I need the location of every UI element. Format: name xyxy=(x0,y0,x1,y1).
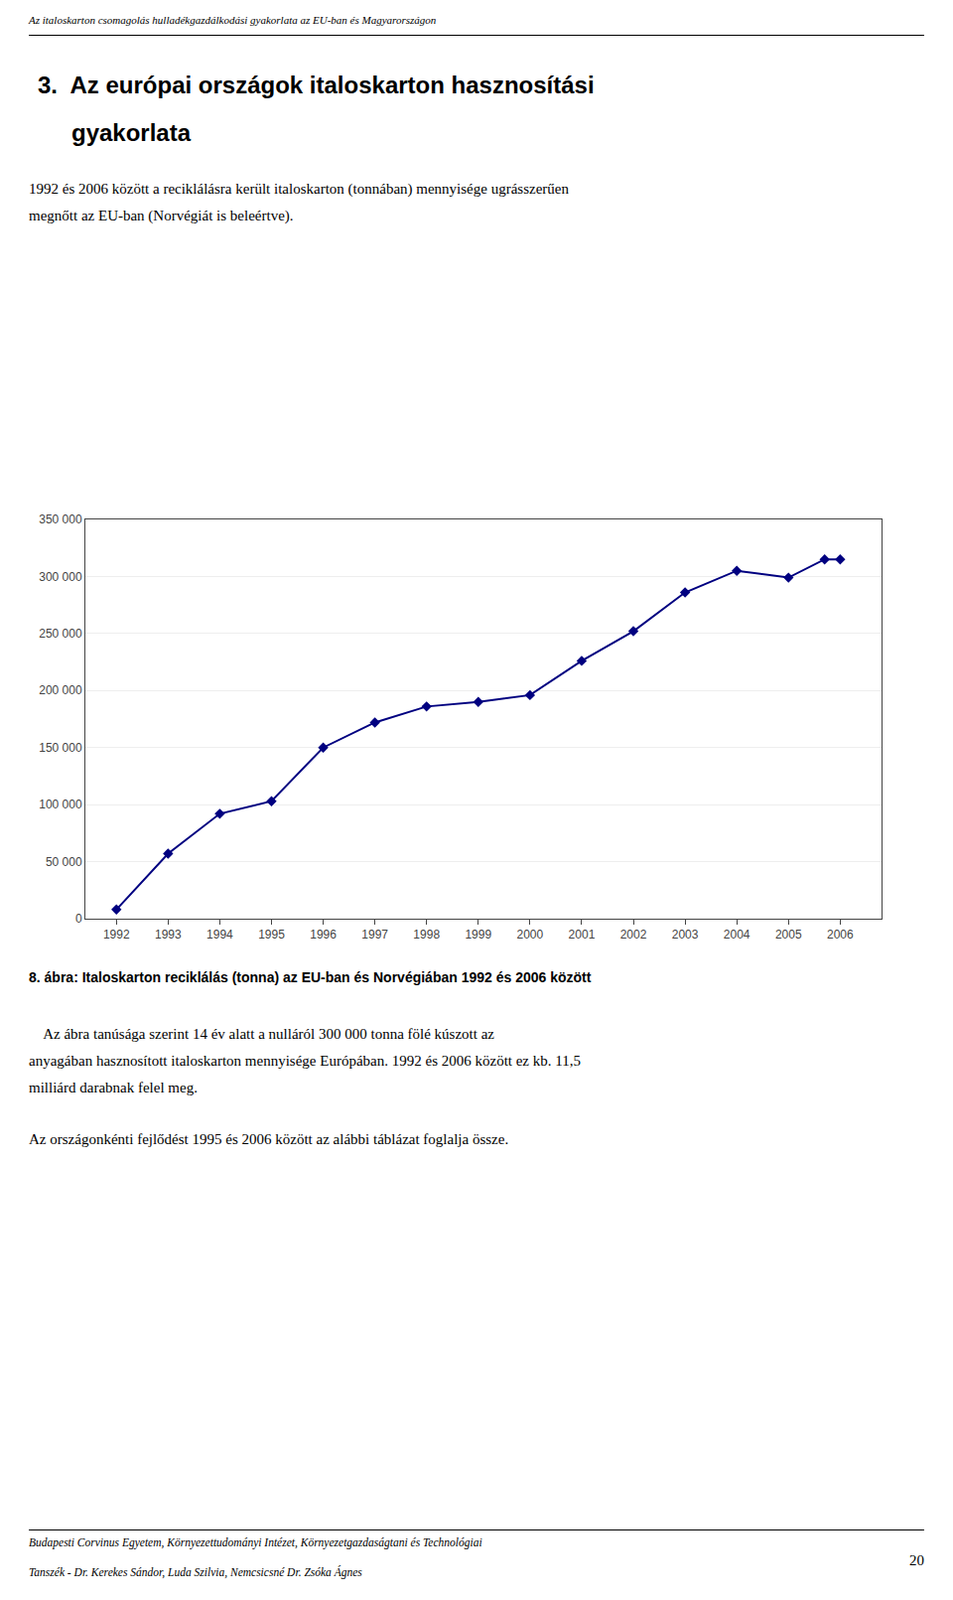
svg-text:1993: 1993 xyxy=(154,927,182,942)
svg-text:200 000: 200 000 xyxy=(38,682,83,697)
svg-text:2006: 2006 xyxy=(826,927,854,942)
svg-text:350 000: 350 000 xyxy=(38,512,83,527)
svg-text:1995: 1995 xyxy=(258,927,285,942)
html-text:Az ábra tanúsága szerint 14 év: Az ábra tanúsága szerint 14 év alatt a n… xyxy=(28,1025,581,1095)
html-text:Budapesti Corvinus Egyetem, Kö: Budapesti Corvinus Egyetem, Környezettud… xyxy=(28,1535,483,1548)
svg-text:150 000: 150 000 xyxy=(38,740,83,755)
svg-text:300 000: 300 000 xyxy=(38,569,83,584)
html-text:Az italoskarton csomagolás hul: Az italoskarton csomagolás hulladékgazdá… xyxy=(28,13,436,26)
svg-text:50 000: 50 000 xyxy=(45,854,83,869)
svg-text:1996: 1996 xyxy=(309,927,337,942)
html-text:Az országonkénti fejlődést 199: Az országonkénti fejlődést 1995 és 2006 … xyxy=(28,1130,509,1147)
svg-text:1997: 1997 xyxy=(361,927,389,942)
svg-text:2002: 2002 xyxy=(620,927,648,942)
svg-text:1999: 1999 xyxy=(464,927,492,942)
html-text:3. Az európai országok italosk: 3. Az európai országok italoskarton hasz… xyxy=(37,71,595,99)
svg-text:2000: 2000 xyxy=(517,927,545,942)
svg-text:2004: 2004 xyxy=(723,927,751,942)
svg-text:100 000: 100 000 xyxy=(38,797,83,812)
svg-text:2001: 2001 xyxy=(568,927,596,942)
html-text:1992 és 2006 között a reciklál: 1992 és 2006 között a reciklálásra kerül… xyxy=(28,180,569,224)
svg-text:250 000: 250 000 xyxy=(38,626,83,641)
svg-text:2003: 2003 xyxy=(672,927,699,942)
svg-text:2005: 2005 xyxy=(775,927,803,942)
html-text:8. ábra: Italoskarton reciklál: 8. ábra: Italoskarton reciklálás (tonna)… xyxy=(28,968,592,985)
svg-text:1994: 1994 xyxy=(206,927,234,942)
html-text:gyakorlata: gyakorlata xyxy=(71,119,191,146)
html-text:20: 20 xyxy=(909,1551,925,1568)
svg-text:0: 0 xyxy=(75,911,83,926)
svg-text:1992: 1992 xyxy=(103,927,131,942)
svg-text:1998: 1998 xyxy=(412,927,440,942)
html-text:Tanszék - Dr. Kerekes Sándor,: Tanszék - Dr. Kerekes Sándor, Luda Szilv… xyxy=(28,1565,363,1578)
